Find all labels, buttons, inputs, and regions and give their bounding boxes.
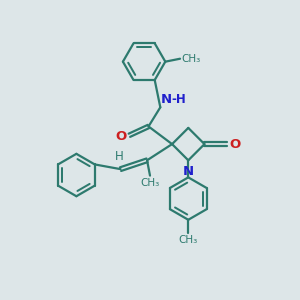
Text: CH₃: CH₃: [140, 178, 160, 188]
Text: O: O: [115, 130, 126, 143]
Text: N: N: [183, 165, 194, 178]
Text: CH₃: CH₃: [181, 54, 200, 64]
Text: H: H: [115, 150, 124, 163]
Text: -H: -H: [171, 93, 186, 106]
Text: N: N: [161, 93, 172, 106]
Text: CH₃: CH₃: [179, 235, 198, 244]
Text: O: O: [229, 138, 240, 151]
